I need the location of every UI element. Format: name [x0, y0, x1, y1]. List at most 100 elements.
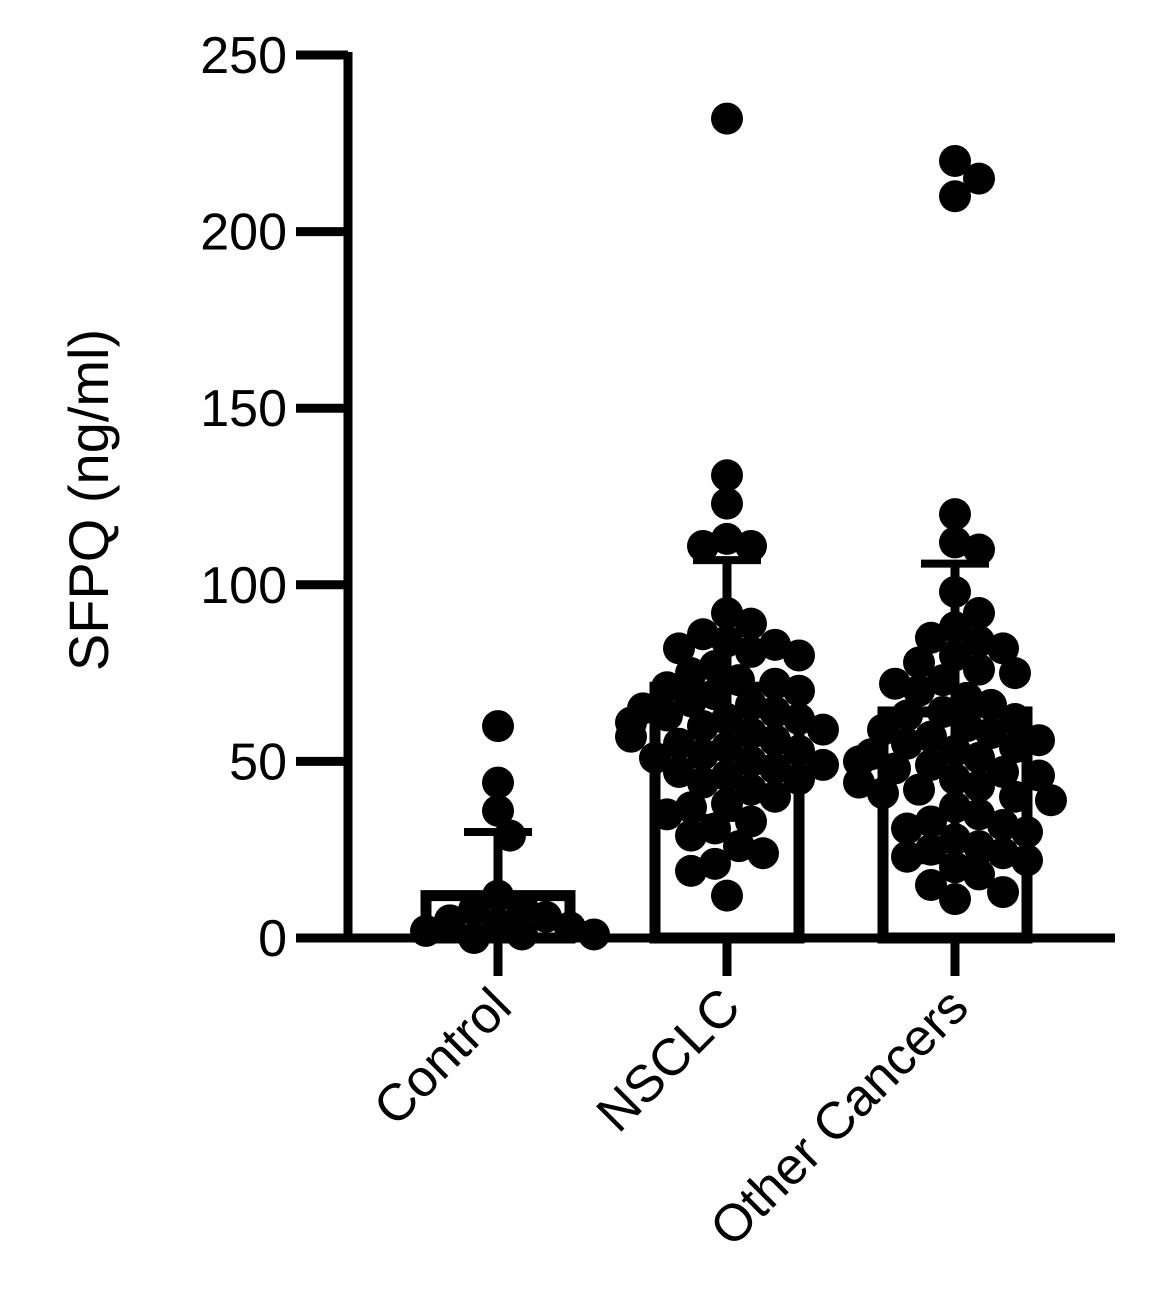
- y-tick-label: 250: [200, 27, 287, 85]
- data-point: [939, 526, 971, 559]
- data-point: [915, 720, 947, 753]
- data-point: [963, 858, 995, 891]
- data-point: [975, 688, 1007, 721]
- data-point: [1023, 724, 1055, 757]
- data-point: [783, 639, 815, 672]
- data-point: [687, 618, 719, 651]
- data-point: [867, 713, 899, 746]
- data-point: [891, 840, 923, 873]
- data-point: [1011, 844, 1043, 877]
- y-ticks-layer: 0 50 100 150 200 250: [200, 27, 348, 968]
- data-point: [963, 741, 995, 774]
- data-point: [939, 883, 971, 916]
- data-point: [735, 607, 767, 640]
- data-point: [963, 653, 995, 686]
- data-point: [999, 780, 1031, 813]
- data-point: [651, 699, 683, 732]
- data-point: [975, 717, 1007, 750]
- data-point: [639, 741, 671, 774]
- data-point: [675, 819, 707, 852]
- data-point: [903, 646, 935, 679]
- data-point: [903, 674, 935, 707]
- data-point: [783, 734, 815, 767]
- data-point: [915, 748, 947, 781]
- data-point: [1035, 784, 1067, 817]
- data-point: [675, 657, 707, 690]
- data-point: [663, 755, 695, 788]
- data-point: [963, 770, 995, 803]
- data-point: [711, 102, 743, 135]
- data-point: [759, 752, 791, 785]
- y-axis-title: SFPQ (ng/ml): [57, 329, 120, 671]
- data-point: [915, 869, 947, 902]
- data-point: [939, 498, 971, 531]
- y-tick-label: 0: [258, 910, 287, 968]
- points-layer: [410, 102, 1067, 954]
- data-point: [891, 727, 923, 760]
- data-point: [711, 487, 743, 520]
- data-point: [987, 755, 1019, 788]
- y-tick-label: 200: [200, 204, 287, 262]
- data-point: [675, 854, 707, 887]
- data-point: [735, 745, 767, 778]
- x-category-label: Control: [363, 977, 523, 1137]
- data-point: [915, 621, 947, 654]
- data-point: [735, 635, 767, 668]
- data-point: [482, 794, 514, 827]
- data-point: [687, 529, 719, 562]
- data-point: [482, 710, 514, 743]
- data-point: [783, 703, 815, 736]
- data-point: [963, 798, 995, 831]
- data-point: [759, 695, 791, 728]
- data-point: [999, 703, 1031, 736]
- data-point: [987, 837, 1019, 870]
- data-point: [879, 667, 911, 700]
- data-point: [1011, 816, 1043, 849]
- data-point: [711, 459, 743, 492]
- data-point: [999, 731, 1031, 764]
- data-point: [735, 529, 767, 562]
- data-point: [615, 720, 647, 753]
- data-point: [999, 657, 1031, 690]
- data-point: [783, 763, 815, 796]
- axes-layer: [296, 52, 1115, 943]
- data-point: [711, 879, 743, 912]
- data-point: [939, 180, 971, 213]
- data-point: [735, 688, 767, 721]
- data-point: [987, 876, 1019, 909]
- data-point: [735, 773, 767, 806]
- data-point: [807, 713, 839, 746]
- data-point: [807, 748, 839, 781]
- data-point: [747, 837, 779, 870]
- data-point: [759, 667, 791, 700]
- data-point: [687, 710, 719, 743]
- error-bars-layer: [464, 556, 989, 921]
- data-point: [687, 738, 719, 771]
- data-point: [651, 798, 683, 831]
- data-point: [530, 900, 562, 933]
- y-tick-label: 100: [200, 557, 287, 615]
- data-point: [963, 625, 995, 658]
- data-point: [687, 766, 719, 799]
- data-point: [843, 766, 875, 799]
- data-point: [482, 766, 514, 799]
- data-point: [987, 808, 1019, 841]
- data-point: [963, 597, 995, 630]
- data-point: [663, 632, 695, 665]
- data-point: [735, 717, 767, 750]
- data-point: [783, 674, 815, 707]
- data-point: [434, 904, 466, 937]
- data-point: [963, 830, 995, 863]
- y-tick-label: 150: [200, 380, 287, 438]
- data-point: [867, 777, 899, 810]
- data-point: [891, 699, 923, 732]
- data-point: [963, 533, 995, 566]
- data-point: [879, 752, 911, 785]
- y-tick-label: 50: [229, 733, 287, 791]
- data-point: [915, 805, 947, 838]
- data-point: [651, 671, 683, 704]
- data-point: [759, 780, 791, 813]
- data-point: [963, 162, 995, 195]
